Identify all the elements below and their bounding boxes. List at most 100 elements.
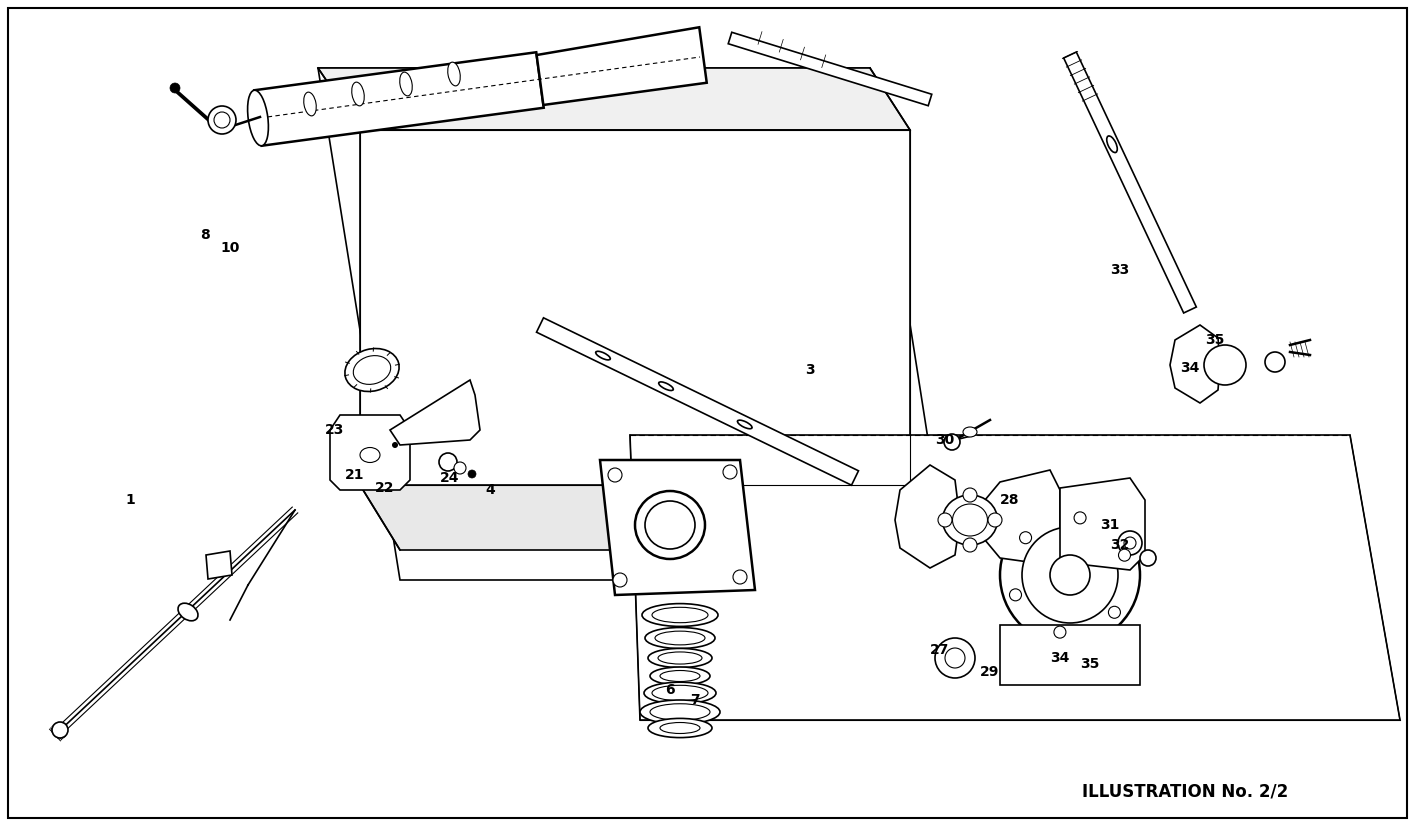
- Ellipse shape: [399, 72, 412, 96]
- Polygon shape: [318, 68, 949, 580]
- Ellipse shape: [644, 682, 716, 704]
- Circle shape: [1020, 532, 1032, 544]
- Polygon shape: [729, 32, 931, 106]
- Circle shape: [170, 83, 180, 93]
- Circle shape: [392, 442, 398, 448]
- Ellipse shape: [652, 607, 708, 623]
- Circle shape: [214, 112, 231, 128]
- Text: 23: 23: [325, 423, 345, 437]
- Ellipse shape: [645, 628, 715, 648]
- Ellipse shape: [354, 356, 391, 384]
- Polygon shape: [896, 465, 959, 568]
- Ellipse shape: [345, 349, 399, 392]
- Ellipse shape: [304, 93, 317, 116]
- Text: 21: 21: [345, 468, 365, 482]
- Polygon shape: [318, 68, 910, 130]
- Text: 3: 3: [805, 363, 815, 377]
- Circle shape: [52, 722, 68, 738]
- Circle shape: [608, 468, 623, 482]
- Ellipse shape: [655, 631, 705, 645]
- Text: 27: 27: [930, 643, 949, 657]
- Circle shape: [945, 648, 965, 668]
- Ellipse shape: [640, 700, 720, 724]
- Text: ILLUSTRATION No. 2/2: ILLUSTRATION No. 2/2: [1082, 783, 1288, 801]
- Circle shape: [964, 538, 976, 552]
- Ellipse shape: [447, 62, 460, 86]
- Text: 6: 6: [665, 683, 675, 697]
- Circle shape: [1054, 626, 1065, 638]
- Ellipse shape: [737, 420, 751, 429]
- Ellipse shape: [942, 495, 998, 545]
- Text: 10: 10: [221, 241, 239, 255]
- Ellipse shape: [635, 491, 705, 559]
- Text: 32: 32: [1111, 538, 1129, 552]
- Ellipse shape: [352, 82, 364, 106]
- Ellipse shape: [658, 652, 702, 664]
- Polygon shape: [330, 415, 410, 490]
- Circle shape: [1108, 606, 1121, 619]
- Text: 30: 30: [935, 433, 955, 447]
- Text: 8: 8: [200, 228, 209, 242]
- Polygon shape: [1000, 625, 1140, 685]
- Circle shape: [1074, 512, 1087, 524]
- Circle shape: [935, 638, 975, 678]
- Polygon shape: [536, 318, 859, 485]
- Ellipse shape: [964, 427, 976, 437]
- Circle shape: [1140, 550, 1156, 566]
- Ellipse shape: [649, 704, 710, 720]
- Ellipse shape: [648, 719, 712, 738]
- Polygon shape: [359, 130, 910, 485]
- Polygon shape: [536, 27, 706, 105]
- Circle shape: [1118, 531, 1142, 555]
- Ellipse shape: [1107, 136, 1118, 153]
- Ellipse shape: [248, 90, 269, 145]
- Text: 35: 35: [1080, 657, 1099, 671]
- Circle shape: [964, 488, 976, 502]
- Ellipse shape: [359, 448, 381, 463]
- Ellipse shape: [659, 382, 674, 391]
- Ellipse shape: [952, 504, 988, 536]
- Text: 33: 33: [1111, 263, 1129, 277]
- Polygon shape: [255, 52, 543, 145]
- Polygon shape: [630, 435, 1399, 720]
- Circle shape: [723, 465, 737, 479]
- Ellipse shape: [642, 604, 717, 626]
- Ellipse shape: [649, 667, 710, 685]
- Polygon shape: [359, 485, 949, 550]
- Circle shape: [1124, 537, 1136, 549]
- Ellipse shape: [648, 648, 712, 667]
- Circle shape: [1118, 549, 1131, 561]
- Ellipse shape: [596, 351, 610, 360]
- Polygon shape: [391, 380, 480, 445]
- Circle shape: [1009, 589, 1022, 601]
- Polygon shape: [1064, 52, 1196, 313]
- Text: 29: 29: [981, 665, 999, 679]
- Text: 1: 1: [125, 493, 134, 507]
- Text: 24: 24: [440, 471, 460, 485]
- Circle shape: [1265, 352, 1285, 372]
- Circle shape: [988, 513, 1002, 527]
- Text: 31: 31: [1101, 518, 1119, 532]
- Circle shape: [1022, 527, 1118, 623]
- Text: 35: 35: [1206, 333, 1225, 347]
- Ellipse shape: [652, 686, 708, 700]
- Polygon shape: [600, 460, 756, 595]
- Circle shape: [613, 573, 627, 587]
- Polygon shape: [1060, 478, 1145, 570]
- Circle shape: [1050, 555, 1090, 595]
- Text: 7: 7: [691, 693, 700, 707]
- Circle shape: [944, 434, 959, 450]
- Ellipse shape: [1204, 345, 1247, 385]
- Circle shape: [1000, 505, 1140, 645]
- Circle shape: [468, 470, 475, 478]
- Text: 22: 22: [375, 481, 395, 495]
- Ellipse shape: [659, 671, 700, 681]
- Circle shape: [454, 462, 466, 474]
- Text: 28: 28: [1000, 493, 1020, 507]
- Circle shape: [208, 106, 236, 134]
- Circle shape: [439, 453, 457, 471]
- Text: 34: 34: [1050, 651, 1070, 665]
- Polygon shape: [1170, 325, 1220, 403]
- Ellipse shape: [645, 501, 695, 549]
- Text: 34: 34: [1180, 361, 1200, 375]
